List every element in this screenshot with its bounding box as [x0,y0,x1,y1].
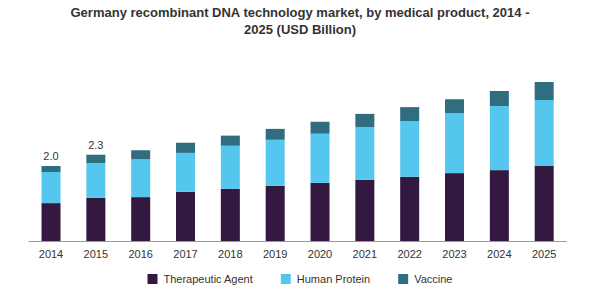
bar-segment [311,122,330,134]
bar-segment [176,153,195,192]
x-tick-label: 2019 [263,248,287,260]
bar-segment [176,143,195,153]
bar-segment [266,140,285,186]
x-tick-label: 2014 [39,248,63,260]
x-tick-label: 2017 [173,248,197,260]
title-line: 2025 (USD Billion) [244,22,356,37]
bar-segment [400,107,419,121]
bar-segment [221,189,240,241]
x-tick-label: 2024 [487,248,511,260]
bar-segment [445,113,464,173]
x-tick-label: 2018 [218,248,242,260]
title: Germany recombinant DNA technology marke… [71,5,530,37]
bar-segment [266,186,285,241]
legend-label: Vaccine [414,273,452,285]
bar-segment [490,106,509,170]
bar-segment [355,180,374,241]
bar-segment [131,159,150,197]
bar-segment [221,146,240,189]
legend: Therapeutic Agent Human Protein Vaccine [148,273,453,285]
bar-segment [355,127,374,180]
bar-segment [86,155,105,163]
legend-label: Therapeutic Agent [164,273,253,285]
x-tick-label: 2025 [532,248,556,260]
bar-segment [355,114,374,127]
bar-segment [311,183,330,241]
bar-segment [490,91,509,106]
x-tick-label: 2020 [308,248,332,260]
bar-segment [221,136,240,146]
legend-swatch [281,274,291,284]
legend-swatch [148,274,158,284]
bar-segment [445,173,464,241]
legend-item: Therapeutic Agent [148,273,253,285]
x-tick-label: 2021 [353,248,377,260]
bar-segment [86,198,105,241]
bar-segment [535,82,554,100]
bar-segment [42,172,61,203]
bar-segment [535,166,554,241]
legend-item: Vaccine [398,273,452,285]
bar-segment [400,177,419,241]
legend-label: Human Protein [297,273,370,285]
total-label: 2.0 [43,150,58,162]
bar-segment [86,163,105,198]
bars [42,82,554,241]
bar-segment [131,150,150,159]
x-tick-label: 2015 [84,248,108,260]
title-line: Germany recombinant DNA technology marke… [71,5,530,20]
bar-segment [535,100,554,166]
bar-segment [445,99,464,113]
chart: Germany recombinant DNA technology marke… [0,0,600,295]
bar-segment [266,129,285,140]
bar-segment [400,121,419,177]
legend-swatch [398,274,408,284]
bar-segment [131,197,150,241]
bar-segment [311,134,330,183]
x-tick-label: 2023 [442,248,466,260]
bar-segment [42,166,61,172]
x-tick-label: 2016 [128,248,152,260]
x-axis [29,241,567,242]
x-tick-label: 2022 [397,248,421,260]
legend-item: Human Protein [281,273,370,285]
total-label: 2.3 [88,139,103,151]
bar-segment [176,192,195,241]
bar-segment [42,203,61,241]
bar-segment [490,170,509,241]
